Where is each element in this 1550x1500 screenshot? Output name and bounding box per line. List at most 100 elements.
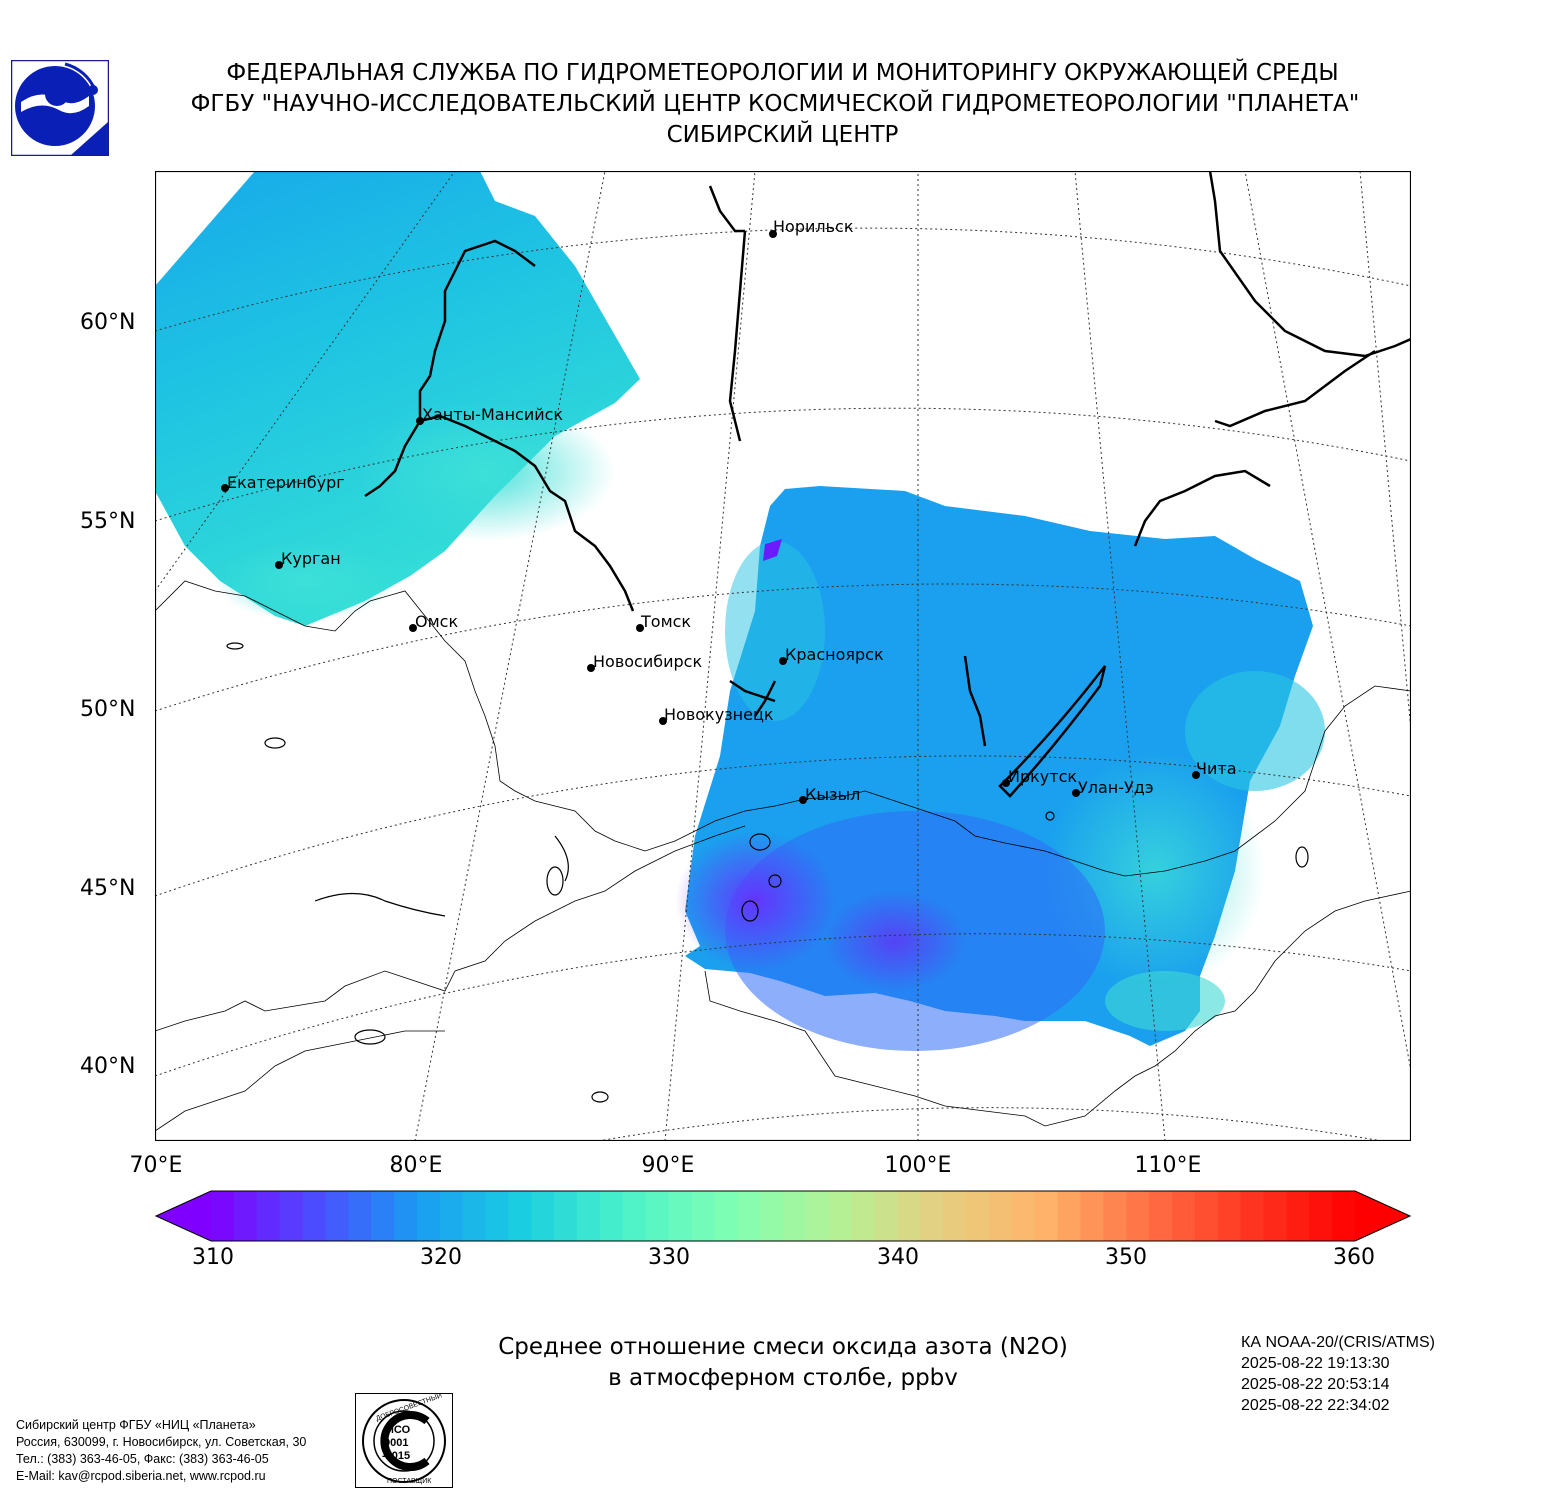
city-label-norilsk: Норильск	[773, 217, 854, 236]
colorbar-segment	[668, 1191, 692, 1241]
colorbar-tick-310: 310	[192, 1245, 234, 1270]
graticule	[155, 171, 1411, 1141]
city-norilsk: Норильск	[769, 217, 854, 238]
colorbar-segment	[256, 1191, 281, 1241]
colorbar-segment	[760, 1191, 784, 1241]
lat-label-45: 45°N	[80, 876, 136, 901]
city-novosibirsk: Новосибирск	[587, 652, 702, 672]
lon-label-110: 110°E	[1134, 1153, 1202, 1178]
colorbar-tick-320: 320	[420, 1245, 462, 1270]
colorbar-extend-max	[1355, 1191, 1410, 1241]
lon-label-80: 80°E	[389, 1153, 443, 1178]
product-title-line-2: в атмосферном столбе, ppbv	[608, 1365, 958, 1391]
colorbar-segment	[416, 1191, 441, 1241]
footer-address: Россия, 630099, г. Новосибирск, ул. Сове…	[16, 1435, 307, 1449]
colorbar-segment	[1126, 1191, 1150, 1241]
svg-text:ПОСТАВЩИК: ПОСТАВЩИК	[387, 1478, 432, 1485]
colorbar-segment	[920, 1191, 944, 1241]
svg-text:-2015: -2015	[382, 1450, 410, 1462]
header: ФЕДЕРАЛЬНАЯ СЛУЖБА ПО ГИДРОМЕТЕОРОЛОГИИ …	[0, 58, 1550, 151]
city-label-novosibirsk: Новосибирск	[593, 652, 702, 671]
colorbar-segment	[1034, 1191, 1059, 1241]
colorbar-segment	[279, 1191, 304, 1241]
city-omsk: Омск	[409, 612, 458, 632]
map-panel: Норильск Ханты-Мансийск Екатеринбург Кур…	[155, 171, 1411, 1141]
colorbar-segment	[1217, 1191, 1242, 1241]
colorbar-segment	[554, 1191, 578, 1241]
colorbar-segment	[622, 1191, 647, 1241]
pass-time-2: 2025-08-22 20:53:14	[1241, 1376, 1390, 1393]
header-line-2: ФГБУ "НАУЧНО-ИССЛЕДОВАТЕЛЬСКИЙ ЦЕНТР КОС…	[190, 91, 1360, 117]
colorbar-segment	[943, 1191, 967, 1241]
lon-label-100: 100°E	[884, 1153, 952, 1178]
colorbar-tick-330: 330	[648, 1245, 690, 1270]
svg-text:ИСО: ИСО	[386, 1424, 411, 1436]
colorbar-segment	[966, 1191, 990, 1241]
lat-label-40: 40°N	[80, 1054, 136, 1079]
footer-phone: Тел.: (383) 363-46-05, Факс: (383) 363-4…	[16, 1452, 269, 1466]
colorbar-segment	[462, 1191, 487, 1241]
colorbar-tick-350: 350	[1105, 1245, 1147, 1270]
city-markers: Норильск Ханты-Мансийск Екатеринбург Кур…	[221, 217, 1237, 804]
colorbar-segment	[302, 1191, 326, 1241]
colorbar-segment	[897, 1191, 921, 1241]
colorbar-segment	[783, 1191, 807, 1241]
colorbar-segment	[599, 1191, 624, 1241]
colorbar-segment	[348, 1191, 372, 1241]
footer-org: Сибирский центр ФГБУ «НИЦ «Планета»	[16, 1418, 256, 1432]
colorbar-segment	[1011, 1191, 1036, 1241]
colorbar-segment	[1286, 1191, 1310, 1241]
colorbar-segment	[439, 1191, 464, 1241]
colorbar-segment	[714, 1191, 738, 1241]
colorbar-segment	[645, 1191, 670, 1241]
header-line-1: ФЕДЕРАЛЬНАЯ СЛУЖБА ПО ГИДРОМЕТЕОРОЛОГИИ …	[226, 60, 1339, 86]
city-label-omsk: Омск	[415, 612, 458, 631]
city-tomsk: Томск	[636, 612, 691, 632]
satellite-name: КА NOAA-20/(CRIS/ATMS)	[1241, 1334, 1435, 1351]
lat-label-60: 60°N	[80, 310, 136, 335]
colorbar-segment	[988, 1191, 1013, 1241]
city-novokuznetsk: Новокузнецк	[659, 705, 774, 725]
city-irkutsk: Иркутск	[1002, 767, 1077, 787]
colorbar-segment	[371, 1191, 395, 1241]
footer-email: E-Mail: kav@rcpod.siberia.net, www.rcpod…	[16, 1469, 266, 1483]
data-swath-west	[155, 171, 640, 626]
colorbar-segment	[737, 1191, 761, 1241]
colorbar-segment	[1263, 1191, 1287, 1241]
colorbar-segment	[828, 1191, 853, 1241]
colorbar-segment	[1080, 1191, 1104, 1241]
colorbar-segment	[691, 1191, 715, 1241]
colorbar-segment	[233, 1191, 258, 1241]
colorbar-segment	[805, 1191, 830, 1241]
colorbar-extend-min	[156, 1191, 211, 1241]
city-label-novokuznetsk: Новокузнецк	[664, 705, 774, 724]
colorbar-segment	[1194, 1191, 1219, 1241]
contact-footer: Сибирский центр ФГБУ «НИЦ «Планета» Росс…	[16, 1417, 306, 1485]
product-title-line-1: Среднее отношение смеси оксида азота (N2…	[498, 1334, 1068, 1360]
city-label-khanty-mansiysk: Ханты-Мансийск	[422, 405, 563, 424]
city-label-ulan-ude: Улан-Удэ	[1078, 778, 1154, 797]
city-label-krasnoyarsk: Красноярск	[785, 645, 884, 664]
colorbar-segment	[508, 1191, 532, 1241]
svg-text:9001: 9001	[384, 1437, 408, 1449]
city-kyzyl: Кызыл	[799, 785, 860, 804]
satellite-info: КА NOAA-20/(CRIS/ATMS) 2025-08-22 19:13:…	[1241, 1332, 1435, 1416]
colorbar-segment	[1332, 1191, 1356, 1241]
city-label-kyzyl: Кызыл	[805, 785, 860, 804]
colorbar-segment	[325, 1191, 349, 1241]
lon-label-90: 90°E	[641, 1153, 695, 1178]
colorbar-tick-340: 340	[877, 1245, 919, 1270]
colorbar-segment	[1240, 1191, 1264, 1241]
colorbar-segment	[1309, 1191, 1333, 1241]
lakes	[226, 642, 1309, 1103]
colorbar-segment	[211, 1191, 235, 1241]
pass-time-1: 2025-08-22 19:13:30	[1241, 1355, 1390, 1372]
planeta-logo	[11, 60, 109, 156]
city-khanty-mansiysk: Ханты-Мансийск	[416, 405, 563, 425]
colorbar-segment	[851, 1191, 876, 1241]
city-yekaterinburg: Екатеринбург	[221, 473, 345, 492]
pass-time-3: 2025-08-22 22:34:02	[1241, 1397, 1390, 1414]
borders	[155, 580, 1411, 1132]
colorbar-tick-360: 360	[1333, 1245, 1375, 1270]
city-label-irkutsk: Иркутск	[1008, 767, 1077, 786]
